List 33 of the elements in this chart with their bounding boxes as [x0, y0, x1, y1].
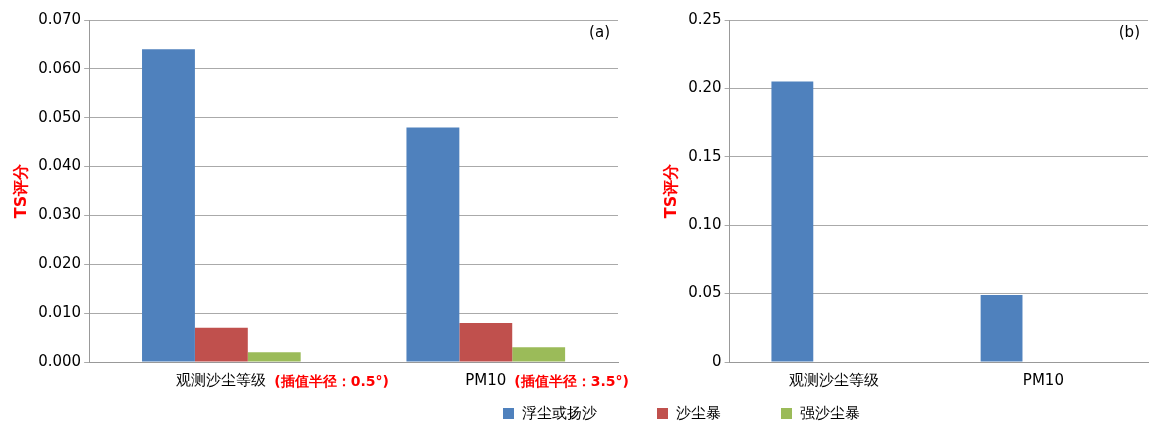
y-tick-label: 0.25: [688, 9, 722, 28]
y-tick-label: 0.010: [38, 303, 82, 322]
y-tick-label: 0.070: [38, 9, 82, 28]
text: (插值半径：3.5°): [514, 372, 629, 389]
chart-title: (b): [1118, 23, 1140, 42]
x-tick-label: PM10: [1022, 370, 1064, 389]
legend-label: 浮尘或扬沙: [522, 404, 597, 423]
x-tick-label: 观测沙尘等级: [176, 370, 267, 389]
chart-title: (a): [589, 23, 610, 42]
y-tick-label: 0.05: [688, 283, 722, 302]
legend-label: 沙尘暴: [676, 404, 721, 423]
y-tick-label: 0.000: [38, 351, 82, 370]
y-tick-label: 0.15: [688, 146, 722, 165]
y-tick-label: 0.060: [38, 58, 82, 77]
x-tick-label: 观测沙尘等级: [789, 370, 880, 389]
bar: [459, 322, 513, 362]
y-tick-label: 0.030: [38, 205, 82, 224]
bar: [194, 327, 248, 362]
legend-label: 强沙尘暴: [800, 404, 860, 423]
x-tick-label: PM10: [465, 370, 507, 389]
y-axis-title: TS评分: [10, 162, 30, 219]
bar: [142, 49, 195, 362]
bar: [512, 347, 566, 362]
text: (插值半径：0.5°): [274, 372, 389, 389]
y-tick-label: 0.10: [688, 215, 722, 234]
y-tick-label: 0.020: [38, 254, 82, 273]
y-tick-label: 0: [712, 351, 722, 370]
y-tick-label: 0.20: [688, 78, 722, 97]
bar: [406, 127, 460, 362]
y-axis-title: TS评分: [660, 162, 680, 219]
bar: [247, 352, 301, 362]
y-tick-label: 0.040: [38, 156, 82, 175]
y-tick-label: 0.050: [38, 107, 82, 126]
